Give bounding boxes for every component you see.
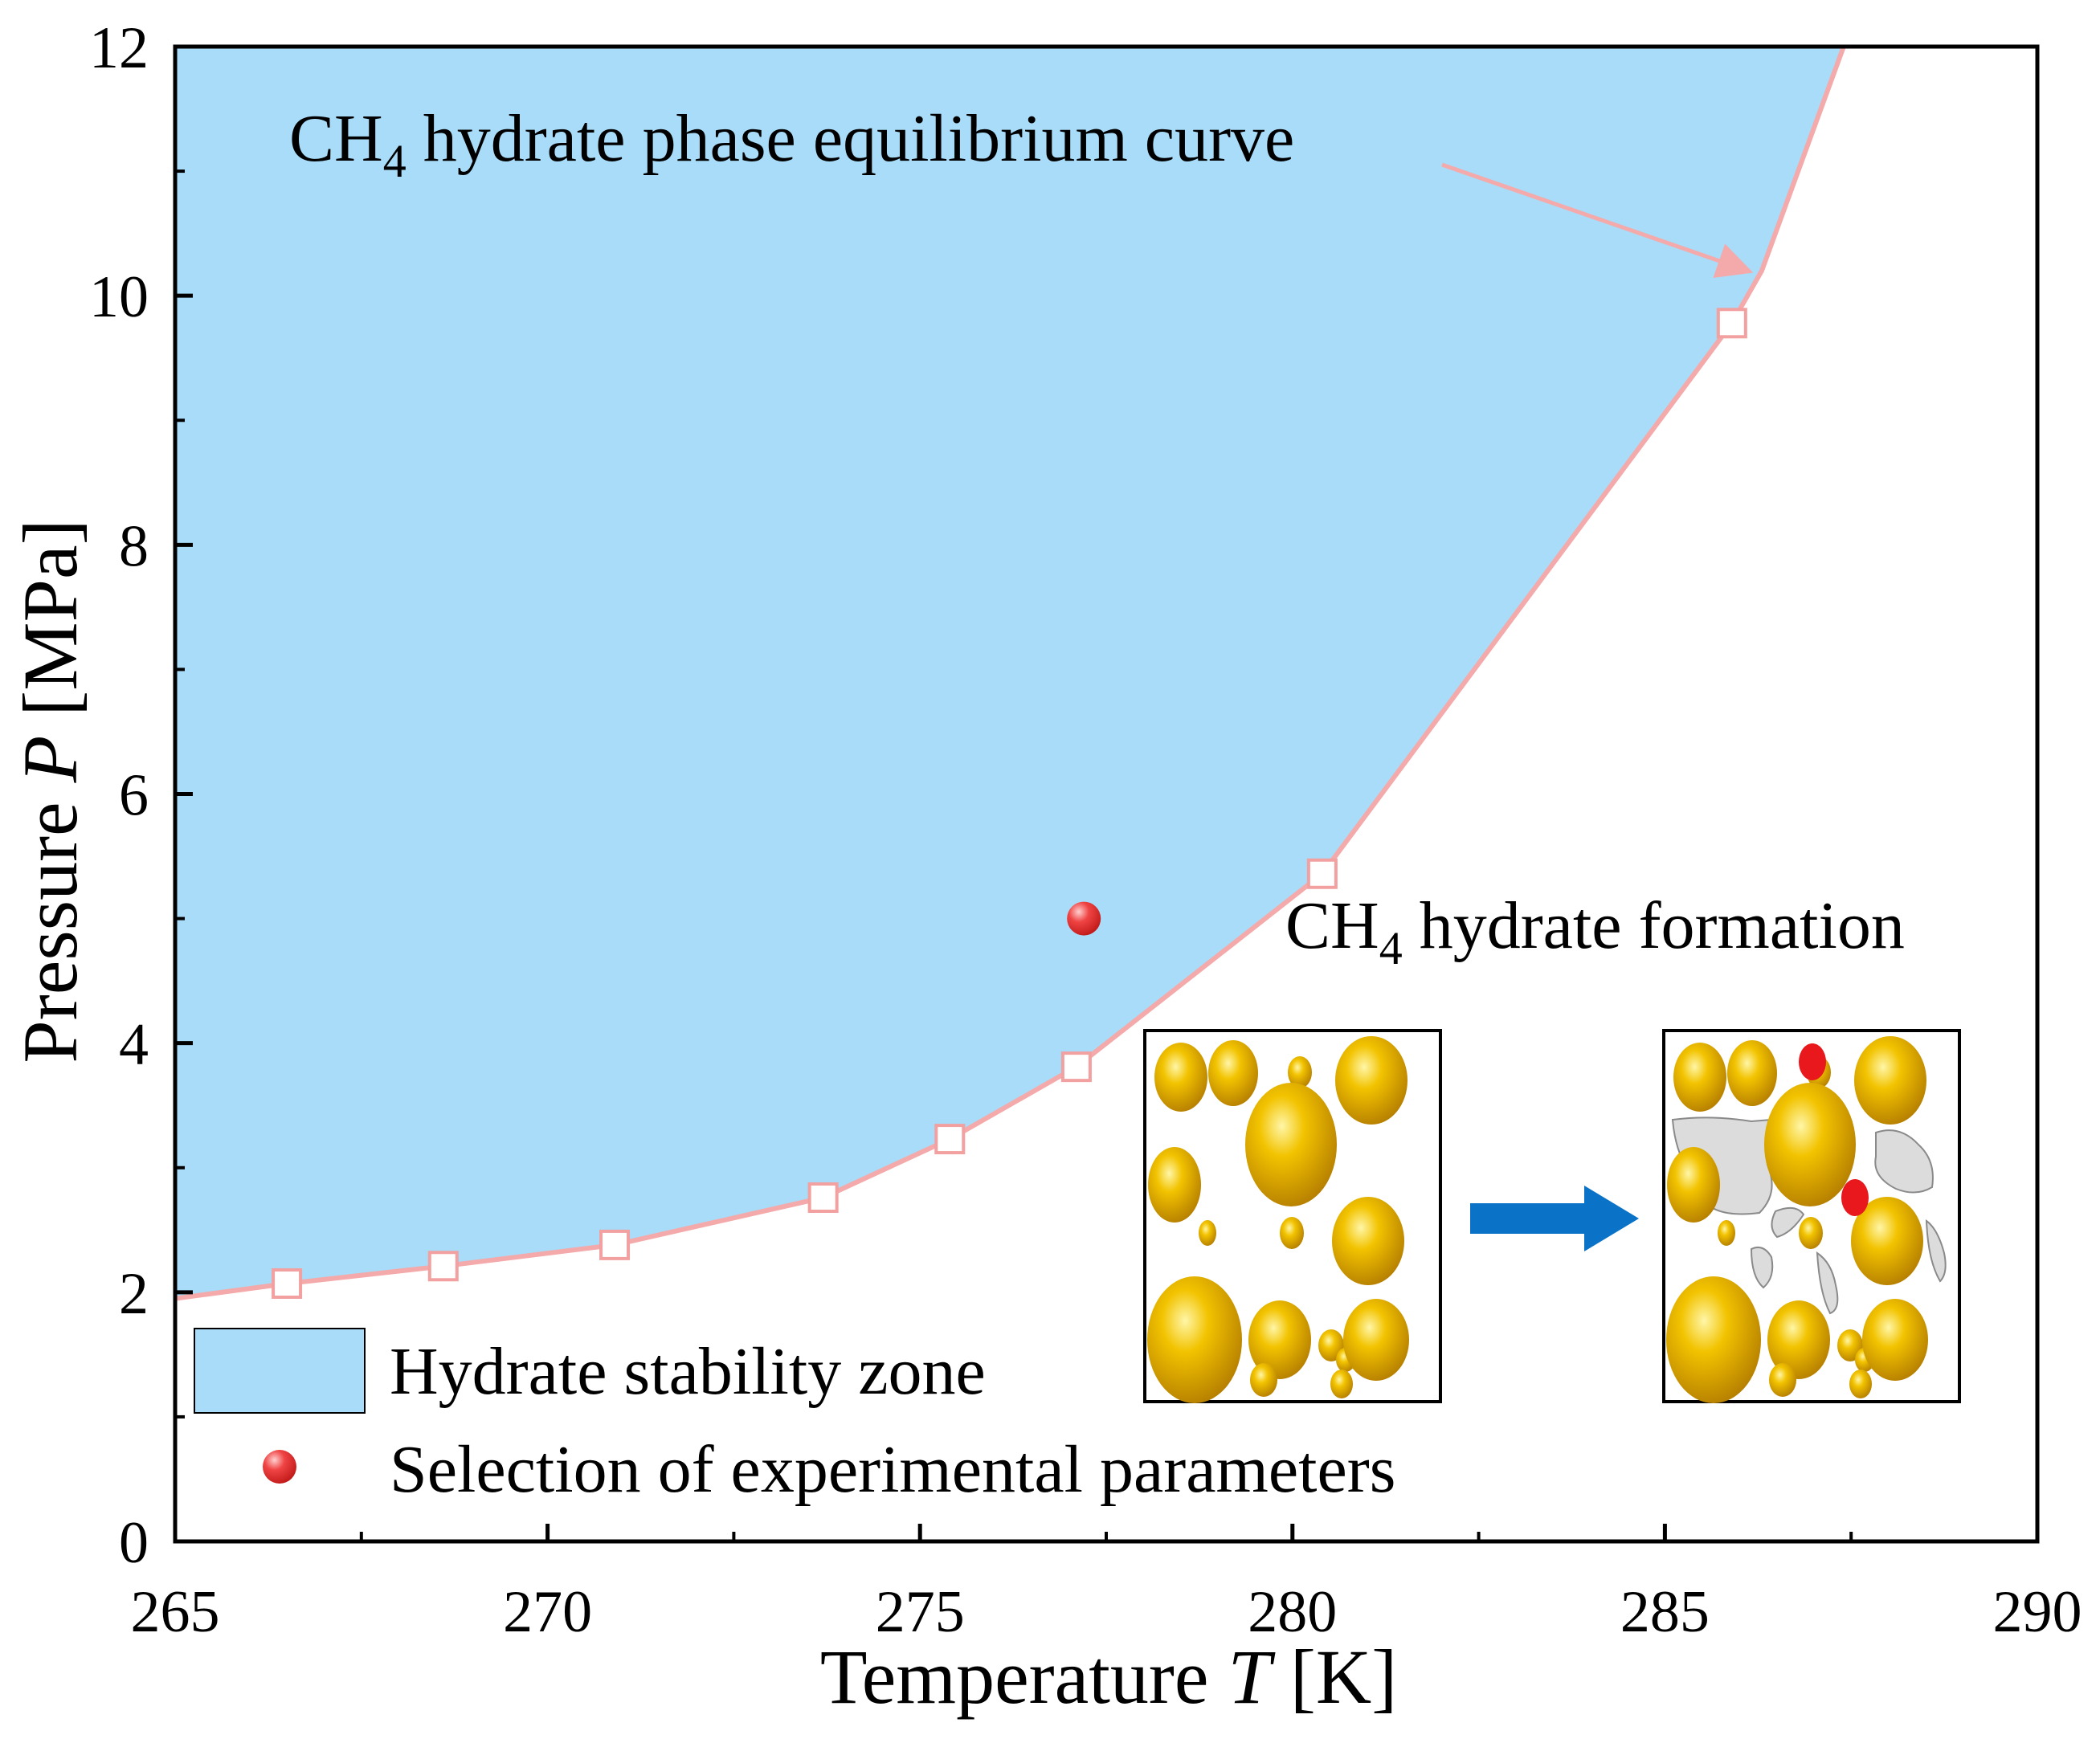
equilibrium-data-marker [1060,1051,1092,1083]
curve-annotation: CH4 hydrate phase equilibrium curve [289,101,1294,187]
legend: Hydrate stability zone Selection of expe… [194,1328,1395,1507]
equilibrium-data-marker [272,1268,303,1299]
legend-point-label: Selection of experimental parameters [390,1432,1395,1507]
sand-grain [1154,1043,1207,1112]
formation-annotation: CH4 hydrate formation [1285,888,1905,974]
sand-grain [1667,1147,1720,1223]
sand-grain [1248,1300,1311,1379]
inset-after-formation [1662,1029,1961,1403]
sand-grain [1343,1299,1409,1381]
equilibrium-data-marker [807,1182,839,1213]
sand-grain [1332,1197,1404,1285]
equilibrium-data-marker [934,1124,966,1155]
sand-grain [1245,1083,1337,1206]
x-tick-label: 265 [131,1579,220,1645]
legend-zone-label: Hydrate stability zone [390,1334,986,1409]
equilibrium-data-marker [1716,308,1747,339]
hydrate-stability-zone [175,47,1844,1299]
experimental-parameter-point [1067,901,1101,936]
inset-before-formation [1143,1029,1442,1403]
legend-zone-swatch [194,1328,366,1414]
legend-point-symbol [263,1450,296,1484]
sand-grain [1148,1147,1201,1223]
y-tick-label: 4 [119,1012,149,1078]
sand-grain [1280,1217,1304,1249]
sand-grain [1288,1056,1312,1088]
equilibrium-data-marker [1306,858,1338,889]
sand-grain [1769,1363,1796,1397]
y-tick-label: 6 [119,763,149,829]
formation-arrow [1470,1186,1639,1251]
x-axis-label: Temperature T [K] [820,1634,1397,1720]
hydrate-patches [1671,1116,1947,1315]
sand-grain [1718,1220,1735,1246]
x-tick-label: 285 [1620,1579,1710,1645]
y-tick-label: 12 [89,15,149,81]
y-axis-label: Pressure P [MPa] [7,519,93,1063]
y-tick-label: 2 [119,1261,149,1327]
y-tick-label: 10 [89,264,149,330]
x-tick-label: 280 [1248,1579,1337,1645]
sand-grain [1208,1040,1258,1106]
x-tick-label: 290 [1993,1579,2082,1645]
sand-grain [1851,1197,1923,1285]
y-tick-label: 0 [119,1510,149,1576]
x-tick-label: 275 [876,1579,965,1645]
sand-grain [1666,1276,1761,1403]
sand-grain [1849,1370,1872,1398]
sand-grain [1147,1276,1242,1403]
sand-grain [1854,1036,1926,1125]
y-tick-label: 8 [119,513,149,579]
annotation-arrow [1441,162,1754,278]
equilibrium-data-marker [599,1229,631,1260]
sand-grain [1250,1363,1277,1397]
x-tick-label: 270 [503,1579,592,1645]
sand-grain [1727,1040,1777,1106]
sand-grain [1330,1370,1353,1398]
sand-grain [1799,1217,1823,1249]
sand-grain [1767,1300,1830,1379]
sand-grain [1862,1299,1928,1381]
equilibrium-data-marker [427,1251,459,1282]
methane-molecules [1799,1043,1869,1216]
sand-grain [1335,1036,1407,1125]
sand-grain [1764,1083,1856,1206]
sand-grain [1199,1220,1216,1246]
sand-grain [1673,1043,1726,1112]
